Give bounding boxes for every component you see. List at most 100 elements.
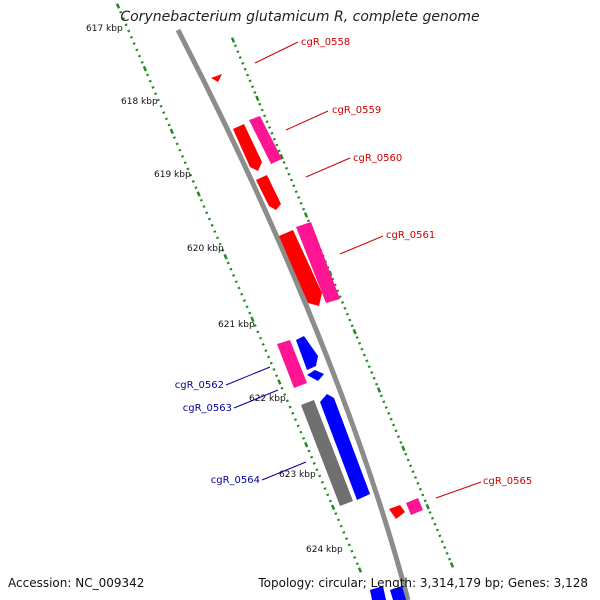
- ring-tick: [288, 405, 292, 409]
- ring-tick: [287, 172, 291, 176]
- gene-cgR-0558-arrow[interactable]: [211, 74, 222, 82]
- gene-label-cgR-0561[interactable]: cgR_0561: [386, 230, 435, 241]
- ring-tick: [242, 299, 246, 302]
- tick-labels: 617 kbp 618 kbp 619 kbp 620 kbp 621 kbp 622 k…: [86, 24, 343, 555]
- gene-cgR-0564-arrow[interactable]: [320, 394, 370, 500]
- ring-tick: [333, 283, 337, 287]
- ring-tick: [232, 274, 236, 277]
- tick-label: 617 kbp: [86, 24, 123, 34]
- gene-label-cgR-0558[interactable]: cgR_0558: [301, 37, 350, 48]
- gene-label-cgR-0563[interactable]: cgR_0563: [183, 403, 232, 414]
- gene-label-cgR-0564[interactable]: cgR_0564: [211, 475, 260, 486]
- leader-lines: [225, 41, 482, 499]
- topology-summary: Topology: circular; Length: 3,314,179 bp…: [258, 576, 588, 590]
- ring-tick: [339, 524, 343, 528]
- ring-tick: [283, 393, 287, 396]
- ring-tick: [375, 382, 379, 386]
- ring-tick: [382, 400, 386, 404]
- ring-tick: [416, 481, 420, 485]
- ring-tick: [435, 528, 439, 532]
- ring-tick: [379, 394, 383, 398]
- ring-tick: [421, 493, 425, 497]
- ring-tick: [272, 137, 276, 141]
- ring-tick: [223, 253, 228, 260]
- ring-tick: [345, 312, 349, 316]
- ring-tick: [226, 261, 230, 265]
- ring-tick: [326, 493, 330, 497]
- gene-label-cgR-0562[interactable]: cgR_0562: [175, 380, 224, 391]
- ring-tick: [229, 267, 233, 271]
- ring-tick: [340, 301, 345, 304]
- gene-cgR-0559-arrow[interactable]: [233, 124, 262, 171]
- ring-tick: [183, 161, 187, 165]
- ring-tick: [199, 198, 203, 202]
- ring-tick: [297, 196, 301, 199]
- ring-tick: [233, 44, 237, 48]
- ring-tick: [261, 342, 265, 346]
- ring-tick: [310, 455, 314, 459]
- gene-label-cgR-0559[interactable]: cgR_0559: [332, 105, 381, 116]
- tick-label: 622 kbp: [249, 394, 286, 404]
- ring-tick: [132, 42, 136, 46]
- ring-tick: [213, 230, 217, 234]
- gene-cgR-0565-arrow[interactable]: [389, 505, 405, 519]
- ring-tick: [387, 411, 391, 415]
- tick-ring-left: [115, 3, 363, 573]
- ring-tick: [162, 111, 166, 114]
- ring-tick: [423, 499, 427, 503]
- ring-tick: [221, 248, 225, 252]
- ring-tick: [267, 355, 271, 359]
- ring-tick: [438, 534, 442, 538]
- ring-tick: [301, 436, 306, 440]
- ring-tick: [304, 441, 309, 448]
- gene-cgR-0564-other[interactable]: [301, 400, 353, 506]
- ring-tick: [372, 376, 376, 380]
- ring-tick: [348, 318, 352, 322]
- ring-tick: [127, 29, 131, 33]
- ring-tick: [336, 518, 341, 522]
- gene-label-cgR-0560[interactable]: cgR_0560: [353, 153, 402, 164]
- ring-tick: [159, 104, 163, 108]
- ring-tick: [367, 365, 371, 369]
- ring-tick: [189, 173, 193, 177]
- ring-tick: [299, 430, 303, 434]
- ring-tick: [336, 289, 340, 293]
- ring-tick: [323, 487, 327, 490]
- gene-cgR-0563-arrow[interactable]: [307, 370, 324, 381]
- ring-tick: [215, 236, 220, 240]
- ring-tick: [275, 374, 279, 378]
- gene-label-cgR-0565[interactable]: cgR_0565: [483, 476, 532, 487]
- ring-tick: [409, 464, 413, 468]
- ring-tick: [350, 324, 354, 328]
- ring-tick: [151, 86, 155, 89]
- gene-offscreen-reverse[interactable]: [370, 586, 386, 600]
- ring-tick: [370, 371, 374, 374]
- gene-cgR-0560-arrow[interactable]: [256, 175, 281, 210]
- gene-cgR-0562-arrow[interactable]: [296, 336, 318, 370]
- ring-tick: [334, 512, 338, 516]
- ring-tick: [243, 67, 247, 71]
- tick-label: 620 kbp: [187, 244, 224, 254]
- ring-tick: [448, 557, 452, 561]
- ring-tick: [357, 341, 362, 345]
- ring-tick: [250, 85, 255, 89]
- gene-cgR-0559-feature[interactable]: [249, 116, 282, 164]
- gene-cgR-0561-feature[interactable]: [296, 222, 340, 303]
- ring-tick: [352, 328, 357, 335]
- ring-tick: [263, 114, 267, 118]
- ring-tick: [272, 368, 276, 371]
- gene-offscreen-reverse-2[interactable]: [390, 586, 406, 600]
- ring-tick: [328, 499, 332, 503]
- ring-tick: [289, 178, 293, 182]
- ring-tick: [205, 211, 209, 215]
- ring-tick: [202, 205, 206, 208]
- tick-label: 623 kbp: [279, 470, 316, 480]
- gene-cgR-0561-arrow[interactable]: [279, 230, 322, 306]
- gene-cgR-0562-feature[interactable]: [277, 340, 307, 388]
- gene-cgR-0565-feature[interactable]: [406, 498, 423, 515]
- ring-tick: [445, 551, 449, 555]
- ring-tick: [343, 306, 347, 310]
- ring-tick: [350, 549, 354, 553]
- ring-tick: [265, 120, 269, 124]
